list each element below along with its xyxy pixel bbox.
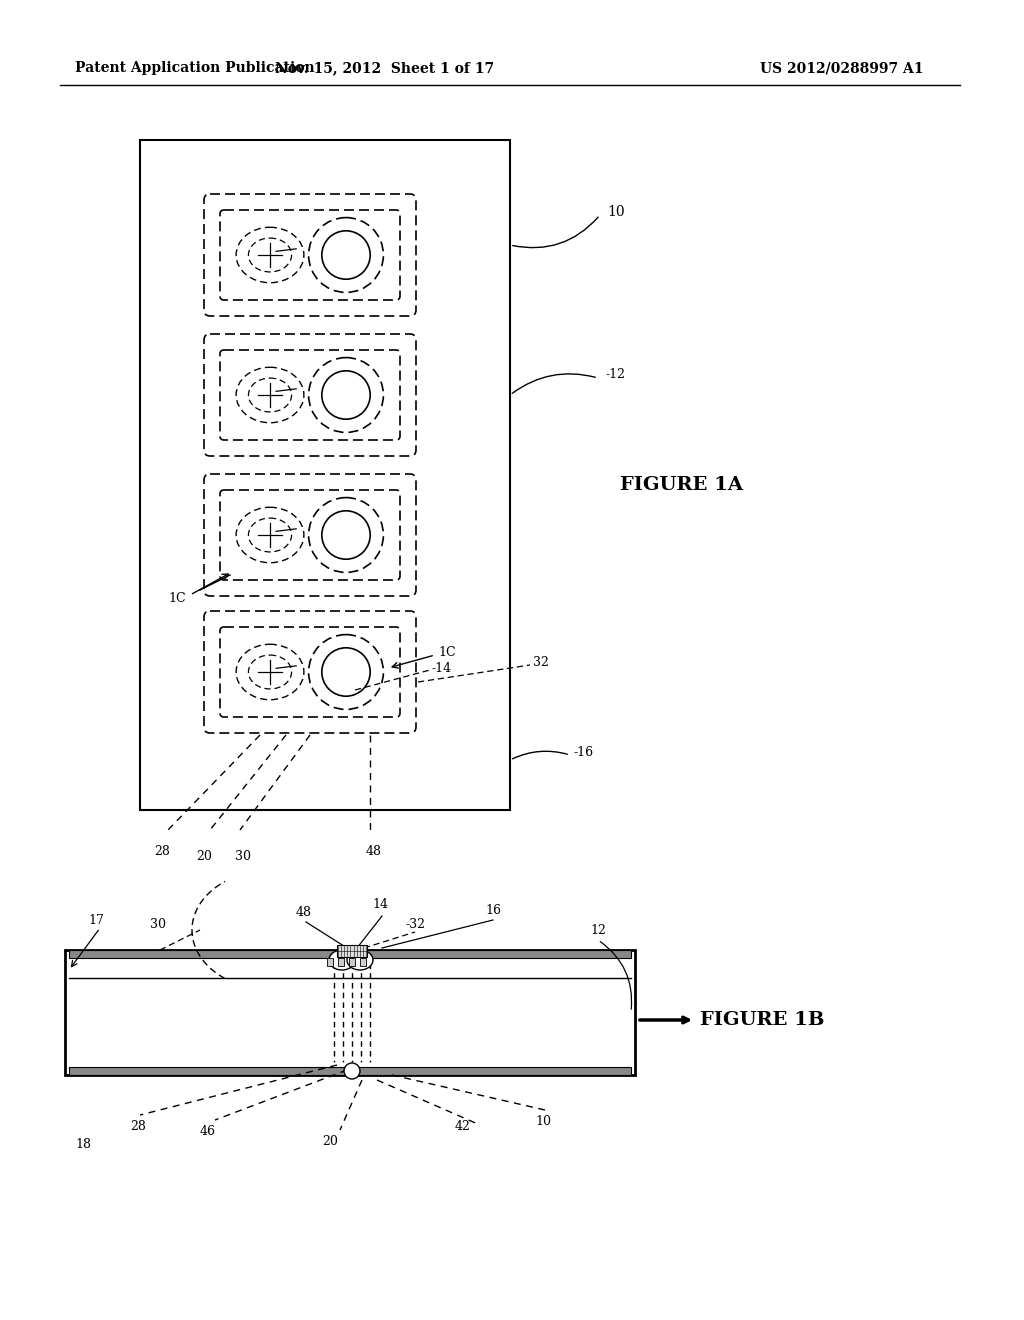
Text: US 2012/0288997 A1: US 2012/0288997 A1 [760, 61, 924, 75]
Text: Nov. 15, 2012  Sheet 1 of 17: Nov. 15, 2012 Sheet 1 of 17 [275, 61, 495, 75]
Ellipse shape [329, 950, 355, 970]
Text: 28: 28 [130, 1119, 145, 1133]
Text: 48: 48 [296, 906, 312, 919]
Text: 46: 46 [200, 1125, 216, 1138]
Bar [69, 1067, 631, 1074]
Bar [337, 945, 367, 957]
Text: FIGURE 1A: FIGURE 1A [620, 477, 743, 494]
Text: 16: 16 [485, 903, 501, 916]
Ellipse shape [347, 950, 373, 970]
Text: 10: 10 [607, 205, 625, 219]
Text: 20: 20 [322, 1135, 338, 1148]
Text: 30: 30 [234, 850, 251, 863]
Bar [327, 958, 333, 966]
Text: 1C: 1C [438, 647, 456, 660]
Bar [349, 958, 355, 966]
Bar [360, 958, 366, 966]
Text: 42: 42 [455, 1119, 471, 1133]
Bar [69, 950, 631, 958]
Text: 30: 30 [150, 919, 166, 932]
Text: -14: -14 [432, 661, 453, 675]
Text: -32: -32 [406, 917, 425, 931]
Circle shape [344, 1063, 360, 1078]
Bar [65, 950, 635, 1074]
Bar [338, 958, 344, 966]
Text: 12: 12 [590, 924, 606, 936]
Text: 10: 10 [535, 1115, 551, 1129]
Text: 14: 14 [372, 898, 388, 911]
Text: 48: 48 [366, 845, 382, 858]
Text: 28: 28 [154, 845, 170, 858]
Text: 1C: 1C [168, 591, 185, 605]
Text: 18: 18 [75, 1138, 91, 1151]
Text: Patent Application Publication: Patent Application Publication [75, 61, 314, 75]
Text: 32: 32 [534, 656, 549, 669]
Text: 17: 17 [88, 913, 103, 927]
Text: FIGURE 1B: FIGURE 1B [700, 1011, 824, 1030]
Text: -12: -12 [605, 367, 625, 380]
Text: 20: 20 [196, 850, 212, 863]
Text: -16: -16 [573, 747, 593, 759]
Bar [140, 140, 510, 810]
